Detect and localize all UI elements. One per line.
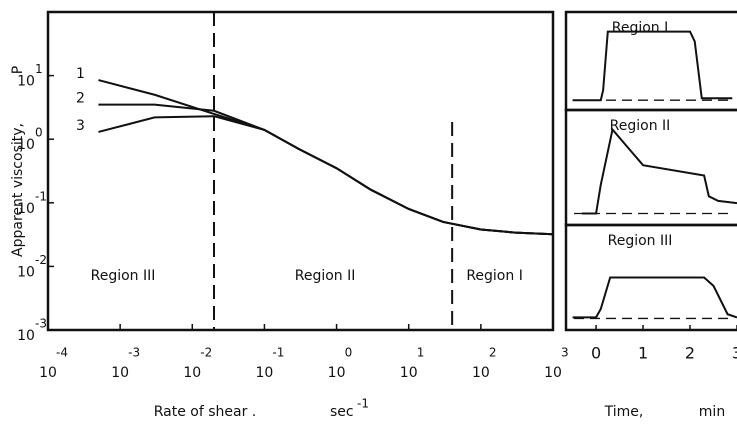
curve: [98, 115, 554, 236]
panel-title: Region I: [612, 20, 669, 36]
curve: [98, 103, 554, 236]
curve-label: 3: [76, 118, 85, 134]
x-tick-label: 0: [591, 344, 601, 363]
x-tick-label: 10: [111, 365, 129, 381]
x-tick-label: 1: [638, 344, 648, 363]
region-label: Region III: [91, 268, 156, 284]
panel-title: Region II: [610, 118, 671, 134]
y-tick-exponent: -1: [35, 189, 47, 203]
x-tick-exponent: -4: [56, 346, 68, 360]
y-tick-label: 10: [17, 137, 35, 153]
y-axis-unit: P: [10, 66, 26, 74]
x-tick-exponent: 3: [561, 346, 569, 360]
x-tick-exponent: 0: [345, 346, 353, 360]
trace: [572, 276, 737, 319]
curve-label: 1: [76, 66, 85, 82]
x-axis-unit: min: [699, 404, 725, 420]
x-tick-exponent: -3: [128, 346, 140, 360]
plot-frame: [46, 10, 555, 332]
y-tick-exponent: -3: [35, 317, 47, 331]
trace: [572, 30, 733, 102]
y-tick-label: 10: [17, 201, 35, 217]
x-axis-unit-exponent: -1: [357, 397, 369, 411]
trace: [581, 127, 737, 215]
y-tick-exponent: 1: [35, 62, 43, 76]
y-tick-exponent: 0: [35, 126, 43, 140]
x-tick-label: 10: [39, 365, 57, 381]
x-tick-label: 10: [183, 365, 201, 381]
x-axis-unit: sec: [330, 404, 354, 420]
x-axis-label: Time,: [604, 404, 644, 420]
x-tick-exponent: -2: [200, 346, 212, 360]
region-label: Region II: [295, 268, 356, 284]
curve: [98, 79, 554, 236]
curve-label: 2: [76, 91, 85, 107]
x-axis-label: Rate of shear .: [154, 404, 257, 420]
x-tick-label: 10: [472, 365, 490, 381]
x-tick-exponent: 2: [489, 346, 497, 360]
x-tick-label: 10: [544, 365, 562, 381]
y-tick-label: 10: [17, 74, 35, 90]
panel-frame: [564, 223, 737, 332]
x-tick-label: 10: [400, 365, 418, 381]
x-tick-label: 10: [328, 365, 346, 381]
region-label: Region I: [466, 268, 523, 284]
x-tick-exponent: -1: [272, 346, 284, 360]
x-tick-label: 10: [256, 365, 274, 381]
panel-title: Region III: [608, 233, 673, 249]
y-tick-label: 10: [17, 264, 35, 280]
y-tick-label: 10: [17, 328, 35, 344]
x-tick-exponent: 1: [417, 346, 425, 360]
x-tick-label: 3: [732, 344, 737, 363]
y-axis-label: Apparent viscosity,: [10, 123, 26, 257]
y-tick-exponent: -2: [35, 253, 47, 267]
x-tick-label: 2: [685, 344, 695, 363]
